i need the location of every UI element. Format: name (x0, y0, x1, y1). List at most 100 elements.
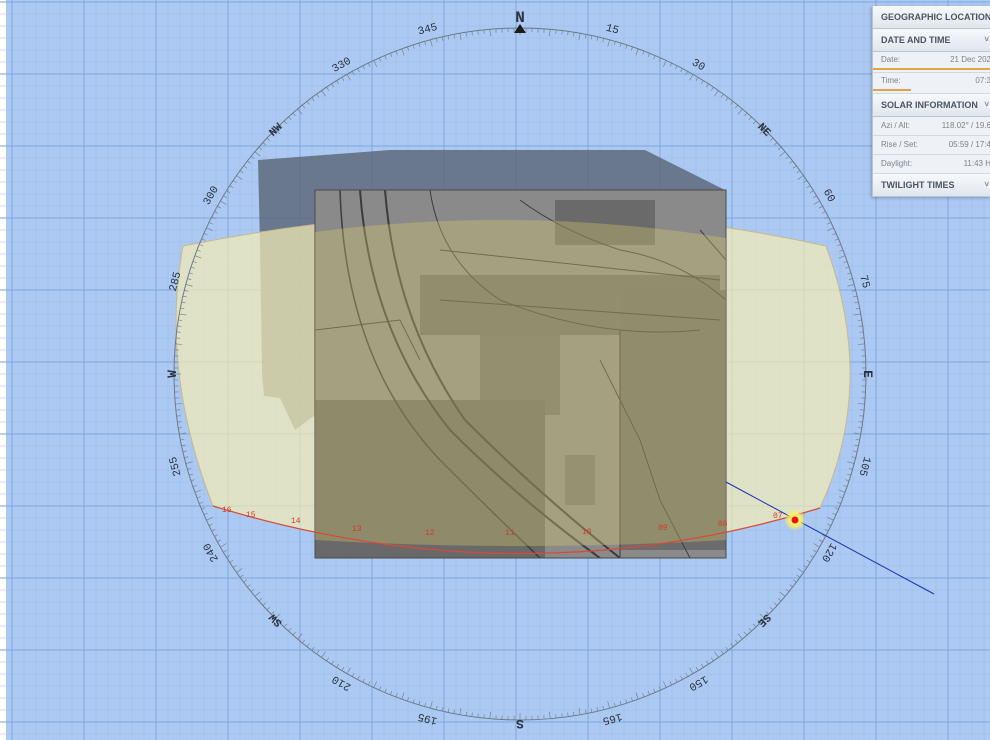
compass-tick (567, 31, 569, 36)
compass-tick (653, 55, 656, 60)
compass-tick (430, 39, 433, 47)
compass-tick (236, 175, 243, 180)
compass-tick (607, 39, 610, 47)
compass-tick (266, 137, 271, 142)
compass-tick (809, 554, 814, 558)
twilight-times-header[interactable]: TWILIGHT TIMES ˅ (873, 174, 990, 197)
compass-tick (769, 137, 774, 142)
compass-tick (424, 41, 426, 46)
sun-marker[interactable] (791, 516, 799, 524)
compass-tick (635, 48, 639, 56)
compass-tick (813, 543, 820, 548)
compass-tick (258, 146, 263, 150)
compass-tick (489, 29, 491, 37)
compass-tick (368, 62, 371, 67)
compass-tick (229, 560, 234, 563)
compass-tick (689, 667, 694, 674)
compass-tick (642, 693, 645, 698)
compass-tick (797, 568, 804, 573)
compass-tick (275, 129, 281, 135)
compass-tick (658, 686, 661, 691)
compass-tick (669, 681, 672, 686)
date-slider-track[interactable] (873, 68, 990, 70)
compass-tick (700, 663, 704, 668)
compass-tick (585, 709, 587, 714)
compass-tick (619, 43, 622, 47)
compass-tick (785, 156, 790, 160)
compass-tick (752, 623, 757, 628)
compass-tick (292, 112, 296, 117)
compass-tick (737, 108, 743, 115)
site-plan-map[interactable] (314, 189, 727, 559)
compass-tick (821, 211, 826, 214)
compass-tick (211, 529, 216, 532)
time-slider-track[interactable] (873, 89, 911, 91)
compass-tick (596, 36, 599, 41)
hour-label: 11 (505, 529, 515, 538)
compass-tick (247, 160, 251, 164)
solar-information-header[interactable]: SOLAR INFORMATION ˅ (873, 94, 990, 117)
compass-tick (203, 512, 208, 515)
compass-tick (175, 403, 183, 405)
compass-tick (757, 124, 761, 129)
compass-tick (832, 233, 837, 236)
compass-tick (180, 439, 185, 441)
date-and-time-header[interactable]: DATE AND TIME ˅ (873, 29, 990, 52)
compass-tick (796, 170, 801, 174)
compass-tick (625, 699, 628, 704)
compass-tick (316, 650, 320, 655)
compass-tick (266, 606, 271, 611)
compass-tick (838, 489, 846, 493)
hour-label: 10 (582, 528, 592, 537)
compass-tick (734, 639, 738, 644)
compass-tick (813, 195, 817, 199)
compass-tick (311, 646, 315, 651)
compass-tick (851, 290, 856, 292)
geographic-location-header[interactable]: GEOGRAPHIC LOCATION (873, 6, 990, 29)
compass-tick (297, 633, 303, 640)
compass-tick (854, 301, 859, 304)
bearing-label: 60 (820, 187, 837, 204)
compass-tick (695, 77, 699, 81)
compass-tick (239, 170, 244, 174)
bearing-label: 75 (856, 274, 871, 290)
bearing-labels: 1530607510512015016519521024025528530033… (168, 22, 872, 726)
bearing-label: 195 (417, 710, 439, 727)
compass-tick (710, 87, 714, 91)
compass-tick (418, 43, 421, 47)
compass-tick (441, 707, 444, 712)
chevron-down-icon: ˅ (984, 100, 989, 109)
compass-tick (184, 290, 189, 292)
compass-tick (223, 549, 227, 553)
compass-tick (306, 643, 310, 647)
compass-tick (853, 432, 861, 435)
compass-tick (362, 678, 365, 683)
compass-tick (827, 517, 834, 521)
compass-tick (368, 681, 371, 686)
compass-tick (827, 227, 834, 231)
compass-tick (744, 631, 748, 636)
compass-tick (182, 450, 187, 453)
compass-tick (685, 672, 688, 677)
compass-tick (223, 195, 227, 199)
compass-tick (214, 534, 219, 537)
compass-tick (843, 485, 848, 487)
compass-tick (857, 403, 865, 405)
compass-tick (720, 93, 724, 98)
compass-tick (292, 631, 296, 636)
compass-tick (859, 331, 864, 333)
compass-tick (471, 31, 473, 36)
compass-tick (573, 711, 575, 716)
compass-tick (262, 602, 267, 606)
compass-tick (845, 479, 850, 482)
time-slider[interactable]: Time: 07:3 (873, 73, 990, 94)
date-slider[interactable]: Date: 21 Dec 202 (873, 52, 990, 73)
compass-tick (336, 663, 340, 668)
compass-tick (270, 133, 275, 137)
compass-tick (859, 415, 864, 417)
compass-tick (857, 343, 865, 345)
compass-tick (818, 206, 823, 209)
compass-tick (710, 657, 714, 661)
compass-tick (192, 261, 197, 263)
